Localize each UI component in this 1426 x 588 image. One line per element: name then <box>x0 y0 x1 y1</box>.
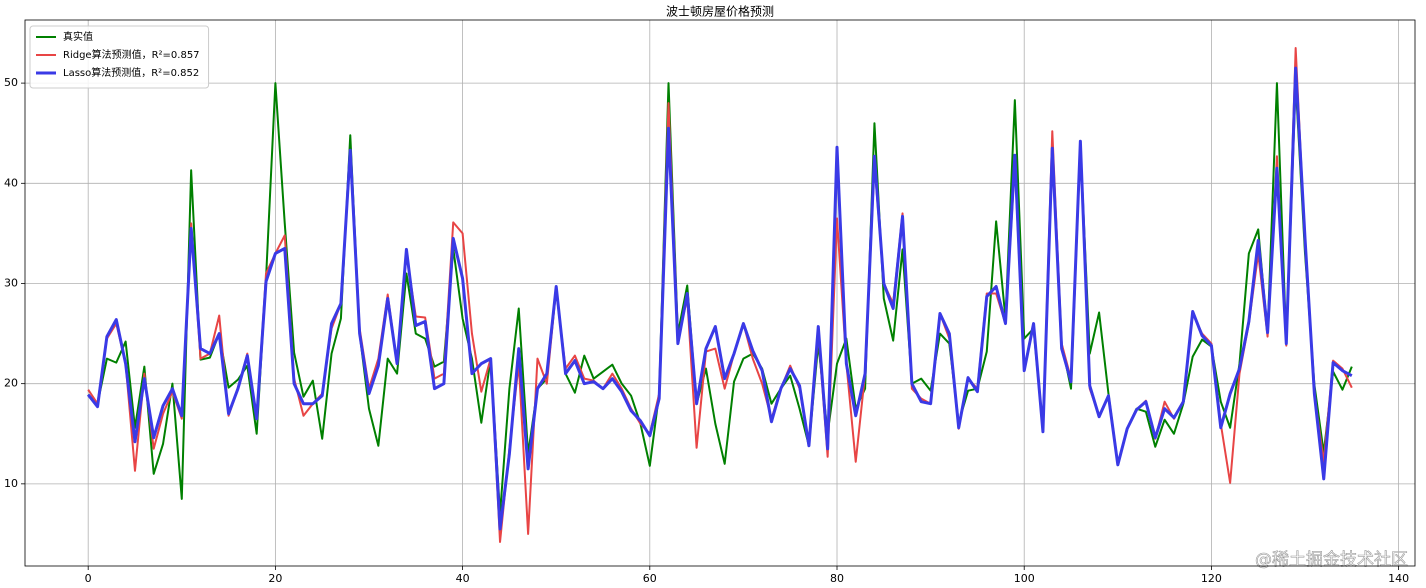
y-tick-label: 30 <box>4 276 18 289</box>
legend-label: 真实值 <box>63 30 93 43</box>
series-line <box>87 82 1353 515</box>
legend: 真实值 Ridge算法预测值，R²=0.857 Lasso算法预测值，R²=0.85… <box>29 25 210 89</box>
x-tick-label: 60 <box>643 572 657 585</box>
x-tick-label: 0 <box>85 572 92 585</box>
x-tick-label: 20 <box>268 572 282 585</box>
x-tick-label: 120 <box>1201 572 1222 585</box>
x-tick-label: 140 <box>1388 572 1409 585</box>
x-tick-label: 100 <box>1014 572 1035 585</box>
chart-title: 波士顿房屋价格预测 <box>666 4 774 19</box>
legend-label: Ridge算法预测值，R²=0.857 <box>63 48 200 61</box>
x-tick-label: 40 <box>456 572 470 585</box>
legend-box <box>29 25 210 89</box>
y-tick-label: 20 <box>4 377 18 390</box>
series-line <box>86 66 1353 531</box>
y-tick-label: 10 <box>4 477 18 490</box>
watermark: @稀土掘金技术社区 <box>1255 550 1408 570</box>
plot-frame <box>24 19 1416 567</box>
legend-label: Lasso算法预测值，R²=0.852 <box>63 66 199 79</box>
y-tick-label: 40 <box>4 176 18 189</box>
x-tick-label: 80 <box>830 572 844 585</box>
y-tick-label: 50 <box>4 76 18 89</box>
